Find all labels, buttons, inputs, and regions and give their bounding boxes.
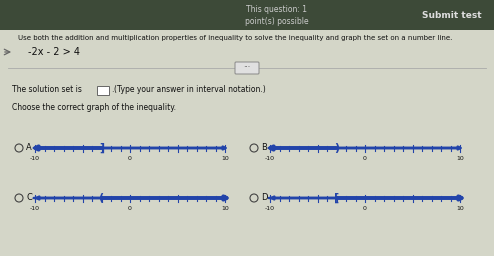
Text: C: C — [26, 194, 32, 202]
Text: (Type your answer in interval notation.): (Type your answer in interval notation.) — [114, 86, 266, 94]
Text: B: B — [261, 144, 267, 153]
Text: (: ( — [99, 193, 104, 203]
Text: point(s) possible: point(s) possible — [245, 16, 308, 26]
Bar — [97, 86, 109, 95]
Text: This question: 1: This question: 1 — [246, 5, 307, 15]
Text: -10: -10 — [265, 156, 275, 161]
Circle shape — [15, 144, 23, 152]
Text: ]: ] — [99, 143, 104, 153]
Text: 10: 10 — [221, 206, 229, 211]
Bar — [0, 0, 494, 30]
Text: 10: 10 — [456, 156, 464, 161]
Text: -10: -10 — [30, 206, 40, 211]
Text: 0: 0 — [128, 156, 132, 161]
Text: The solution set is: The solution set is — [12, 86, 82, 94]
FancyBboxPatch shape — [235, 62, 259, 74]
Text: A: A — [26, 144, 32, 153]
Bar — [0, 30, 494, 256]
Text: D: D — [261, 194, 267, 202]
Text: .: . — [111, 86, 114, 94]
Circle shape — [250, 194, 258, 202]
Text: 10: 10 — [456, 206, 464, 211]
Text: ): ) — [334, 143, 339, 153]
Circle shape — [250, 144, 258, 152]
Text: Submit test: Submit test — [422, 10, 482, 19]
Text: 0: 0 — [363, 206, 367, 211]
Text: ···: ··· — [244, 63, 250, 72]
Text: [: [ — [334, 193, 339, 203]
Text: Use both the addition and multiplication properties of inequality to solve the i: Use both the addition and multiplication… — [18, 35, 453, 41]
Circle shape — [15, 194, 23, 202]
Text: -10: -10 — [30, 156, 40, 161]
Text: -10: -10 — [265, 206, 275, 211]
Text: 0: 0 — [363, 156, 367, 161]
Text: 10: 10 — [221, 156, 229, 161]
Text: -2x - 2 > 4: -2x - 2 > 4 — [28, 47, 80, 57]
Text: 0: 0 — [128, 206, 132, 211]
Text: Choose the correct graph of the inequality.: Choose the correct graph of the inequali… — [12, 103, 176, 112]
